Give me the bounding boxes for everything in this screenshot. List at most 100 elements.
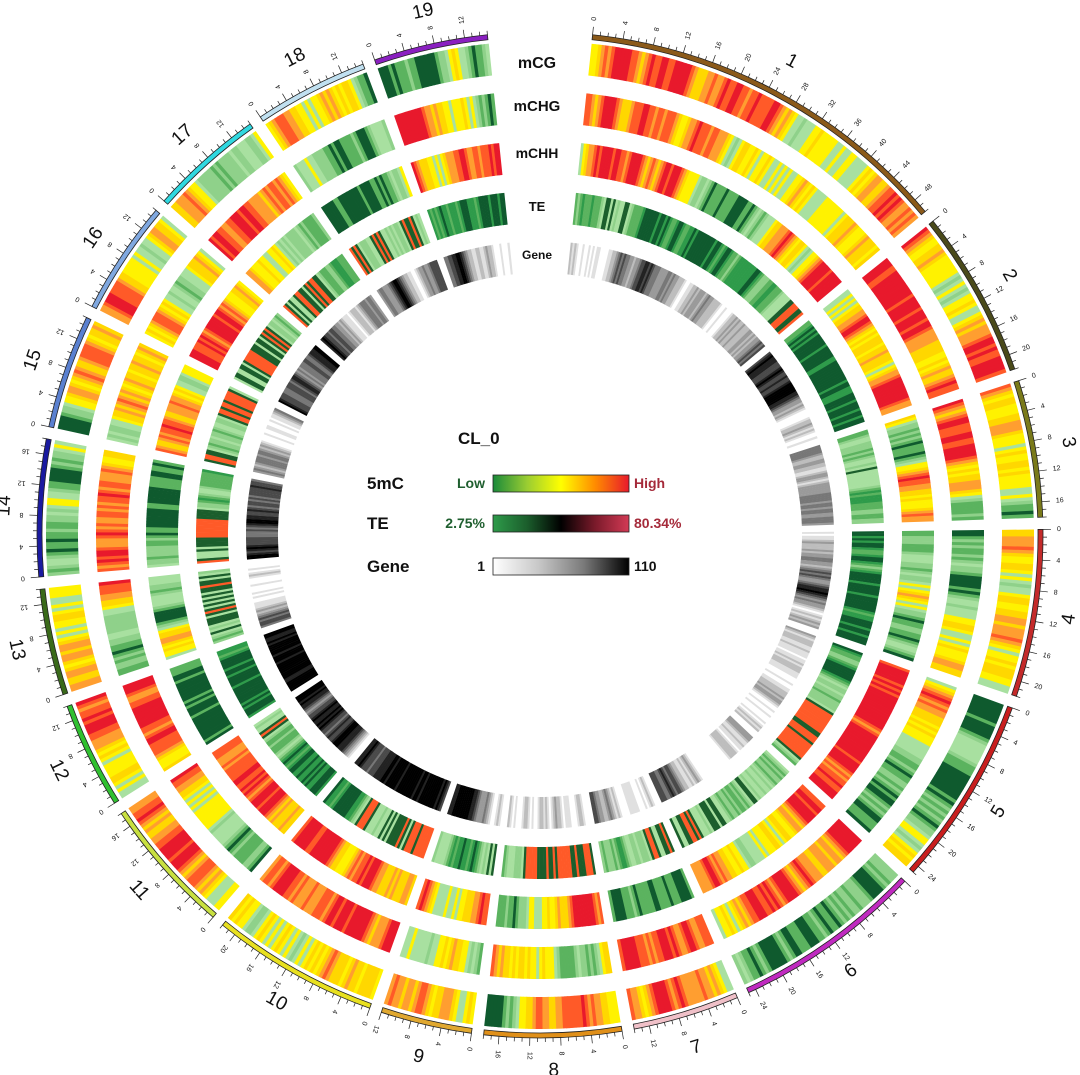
heatmap-cell-mCG: [707, 74, 723, 106]
heatmap-cell-TE: [289, 297, 315, 322]
heatmap-cell-mCHG: [360, 127, 377, 159]
heatmap-cell-mCHH: [493, 143, 500, 176]
heatmap-cell-mCHH: [892, 445, 925, 456]
heatmap-cell-Gene: [326, 715, 352, 739]
heatmap-cell-mCG: [953, 314, 984, 332]
heatmap-cell-mCG: [154, 223, 182, 247]
heatmap-cell-mCHG: [259, 188, 283, 216]
heatmap-cell-Gene: [408, 271, 425, 301]
heatmap-cell-mCHG: [943, 446, 976, 456]
heatmap-cell-mCHH: [784, 800, 809, 826]
heatmap-cell-mCG: [393, 61, 407, 94]
heatmap-cell-Gene: [255, 459, 287, 470]
heatmap-cell-Gene: [773, 401, 804, 419]
heatmap-cell-Gene: [279, 657, 310, 675]
heatmap-cell-TE: [556, 846, 561, 879]
heatmap-cell-Gene: [295, 679, 323, 700]
heatmap-cell-mCHG: [351, 908, 369, 939]
heatmap-cell-mCHH: [586, 893, 594, 926]
heatmap-cell-mCHG: [941, 437, 974, 448]
heatmap-cell-Gene: [608, 787, 619, 819]
heatmap-cell-mCHH: [680, 171, 696, 203]
heatmap-cell-mCHG: [178, 274, 207, 297]
heatmap-cell-mCHH: [178, 678, 210, 695]
heatmap-cell-mCHH: [541, 896, 545, 929]
heatmap-cell-Gene: [248, 572, 281, 579]
heatmap-cell-mCG: [992, 436, 1025, 447]
heatmap-cell-mCHG: [150, 319, 180, 338]
chromosome-tick: [135, 838, 140, 842]
heatmap-cell-Gene: [735, 339, 762, 363]
chromosome-tick: [1006, 722, 1011, 725]
heatmap-cell-mCG: [284, 930, 305, 960]
heatmap-cell-mCG: [427, 53, 439, 86]
heatmap-cell-mCHG: [604, 941, 613, 974]
heatmap-cell-mCHG: [100, 596, 134, 605]
heatmap-cell-mCHH: [860, 701, 891, 719]
heatmap-cell-mCHH: [157, 623, 190, 634]
heatmap-cell-TE: [843, 605, 876, 616]
heatmap-cell-mCG: [278, 927, 299, 957]
heatmap-cell-mCG: [150, 818, 178, 842]
heatmap-cell-mCG: [321, 90, 340, 121]
heatmap-cell-mCHG: [284, 871, 306, 901]
heatmap-cell-mCG: [1000, 565, 1033, 572]
chromosome-tick: [761, 80, 765, 84]
heatmap-cell-mCHG: [417, 931, 430, 963]
heatmap-cell-mCHH: [431, 155, 443, 188]
chromosome-tick: [1032, 431, 1037, 434]
chromosome-tick: [686, 1016, 689, 1021]
heatmap-cell-Gene: [386, 758, 405, 787]
heatmap-cell-Gene: [715, 728, 739, 754]
heatmap-cell-mCHG: [289, 875, 311, 904]
heatmap-cell-TE: [221, 403, 252, 418]
heatmap-cell-TE: [227, 388, 258, 404]
heatmap-cell-mCHG: [148, 729, 179, 748]
chromosome-tick-label: 12: [17, 479, 26, 487]
heatmap-cell-mCHG: [941, 622, 974, 633]
heatmap-cell-mCHG: [951, 559, 984, 565]
heatmap-cell-TE: [416, 212, 431, 244]
heatmap-cell-Gene: [464, 788, 476, 820]
chromosome-tick-label: 16: [1056, 497, 1064, 505]
heatmap-cell-mCHG: [600, 95, 609, 128]
heatmap-cell-TE: [352, 244, 373, 274]
heatmap-cell-TE: [758, 756, 783, 781]
heatmap-cell-TE: [848, 579, 881, 587]
heatmap-cell-Gene: [466, 788, 477, 821]
heatmap-cell-TE: [778, 734, 805, 757]
heatmap-cell-mCHH: [772, 233, 796, 260]
heatmap-cell-mCHH: [358, 183, 376, 214]
chromosome-tick: [225, 929, 229, 934]
heatmap-cell-mCHH: [202, 329, 232, 349]
heatmap-cell-mCHG: [868, 267, 897, 290]
heatmap-cell-Gene: [612, 252, 624, 284]
chromosome-tick-label: 0: [148, 186, 156, 194]
heatmap-cell-mCG: [617, 47, 627, 81]
heatmap-cell-TE: [198, 494, 231, 501]
heatmap-cell-mCHG: [109, 635, 142, 647]
track-label-mchg: mCHG: [514, 98, 561, 115]
heatmap-cell-mCHG: [688, 121, 704, 153]
heatmap-cell-mCHG: [112, 412, 145, 424]
heatmap-cell-TE: [505, 845, 512, 878]
heatmap-cell-Gene: [727, 329, 752, 354]
heatmap-cell-TE: [826, 398, 858, 414]
heatmap-cell-mCG: [922, 791, 951, 813]
heatmap-cell-Gene: [786, 436, 818, 449]
heatmap-cell-mCHH: [886, 421, 919, 434]
heatmap-cell-Gene: [801, 552, 834, 557]
heatmap-cell-TE: [196, 508, 229, 514]
heatmap-cell-mCHH: [324, 838, 345, 867]
heatmap-cell-Gene: [274, 407, 304, 424]
heatmap-cell-mCHH: [162, 637, 194, 650]
heatmap-cell-TE: [621, 835, 633, 868]
heatmap-cell-Gene: [678, 285, 698, 314]
heatmap-cell-Gene: [760, 376, 789, 396]
chromosome-tick: [888, 897, 892, 901]
chromosome-tick: [462, 1032, 465, 1037]
heatmap-cell-TE: [203, 598, 235, 608]
chromosome-tick: [809, 106, 812, 111]
heatmap-cell-mCHG: [920, 365, 952, 381]
heatmap-cell-mCHG: [366, 914, 382, 945]
